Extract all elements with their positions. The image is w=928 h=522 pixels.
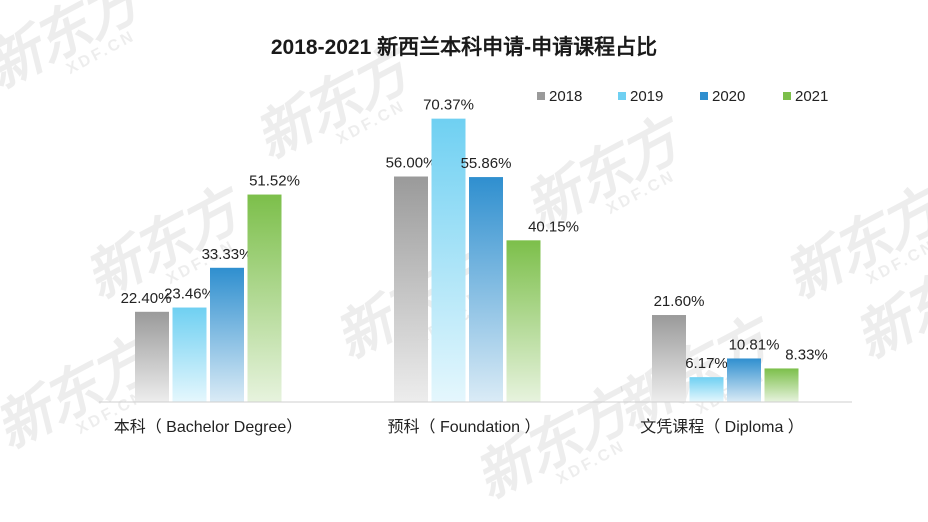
category-label-0: 本科（ Bachelor Degree）: [114, 418, 303, 436]
data-label-2019-1: 70.37%: [423, 97, 474, 114]
legend: 2018 2019 2020 2021: [537, 88, 828, 105]
legend-swatch-2018: [537, 92, 545, 100]
data-label-2021-0: 51.52%: [249, 173, 300, 190]
bar-2021-2: [764, 368, 799, 402]
legend-label-2018: 2018: [549, 88, 582, 105]
category-label-2: 文凭课程（ Diploma ）: [640, 418, 804, 436]
data-label-2018-2: 21.60%: [654, 293, 705, 310]
legend-swatch-2021: [783, 92, 791, 100]
data-label-2021-1: 40.15%: [528, 218, 579, 235]
bar-2018-1: [394, 176, 428, 402]
legend-swatch-2020: [700, 92, 708, 100]
data-label-2021-2: 8.33%: [785, 346, 828, 363]
bar-2019-1: [431, 118, 466, 402]
data-label-2020-2: 10.81%: [729, 336, 780, 353]
bar-2020-2: [727, 358, 761, 402]
data-label-2018-1: 56.00%: [386, 155, 437, 172]
bar-2021-1: [506, 240, 541, 402]
legend-label-2021: 2021: [795, 88, 828, 105]
category-label-1: 预科（ Foundation ）: [388, 418, 541, 436]
bar-2021-0: [247, 194, 282, 402]
bar-2020-0: [210, 267, 244, 402]
bars: 22.40% 56.00% 21.60% 23.46% 70.37% 6.17% 33.33…: [121, 97, 828, 402]
data-label-2018-0: 22.40%: [121, 290, 172, 307]
data-label-2020-1: 55.86%: [461, 155, 512, 172]
bar-chart: 2018-2021 新西兰本科申请-申请课程占比 2018 2019 2020 202…: [99, 35, 852, 436]
bar-2019-0: [172, 307, 207, 402]
bar-2018-2: [652, 315, 686, 402]
category-labels: 本科（ Bachelor Degree） 预科（ Foundation ） 文凭课程…: [114, 418, 804, 436]
legend-label-2019: 2019: [630, 88, 663, 105]
chart-title: 2018-2021 新西兰本科申请-申请课程占比: [271, 35, 657, 59]
bar-2020-1: [469, 177, 503, 402]
data-label-2020-0: 33.33%: [202, 246, 253, 263]
bar-2018-0: [135, 311, 169, 402]
legend-swatch-2019: [618, 92, 626, 100]
data-label-2019-2: 6.17%: [685, 355, 728, 372]
bar-2019-2: [689, 377, 724, 402]
legend-label-2020: 2020: [712, 88, 745, 105]
data-label-2019-0: 23.46%: [164, 286, 215, 303]
